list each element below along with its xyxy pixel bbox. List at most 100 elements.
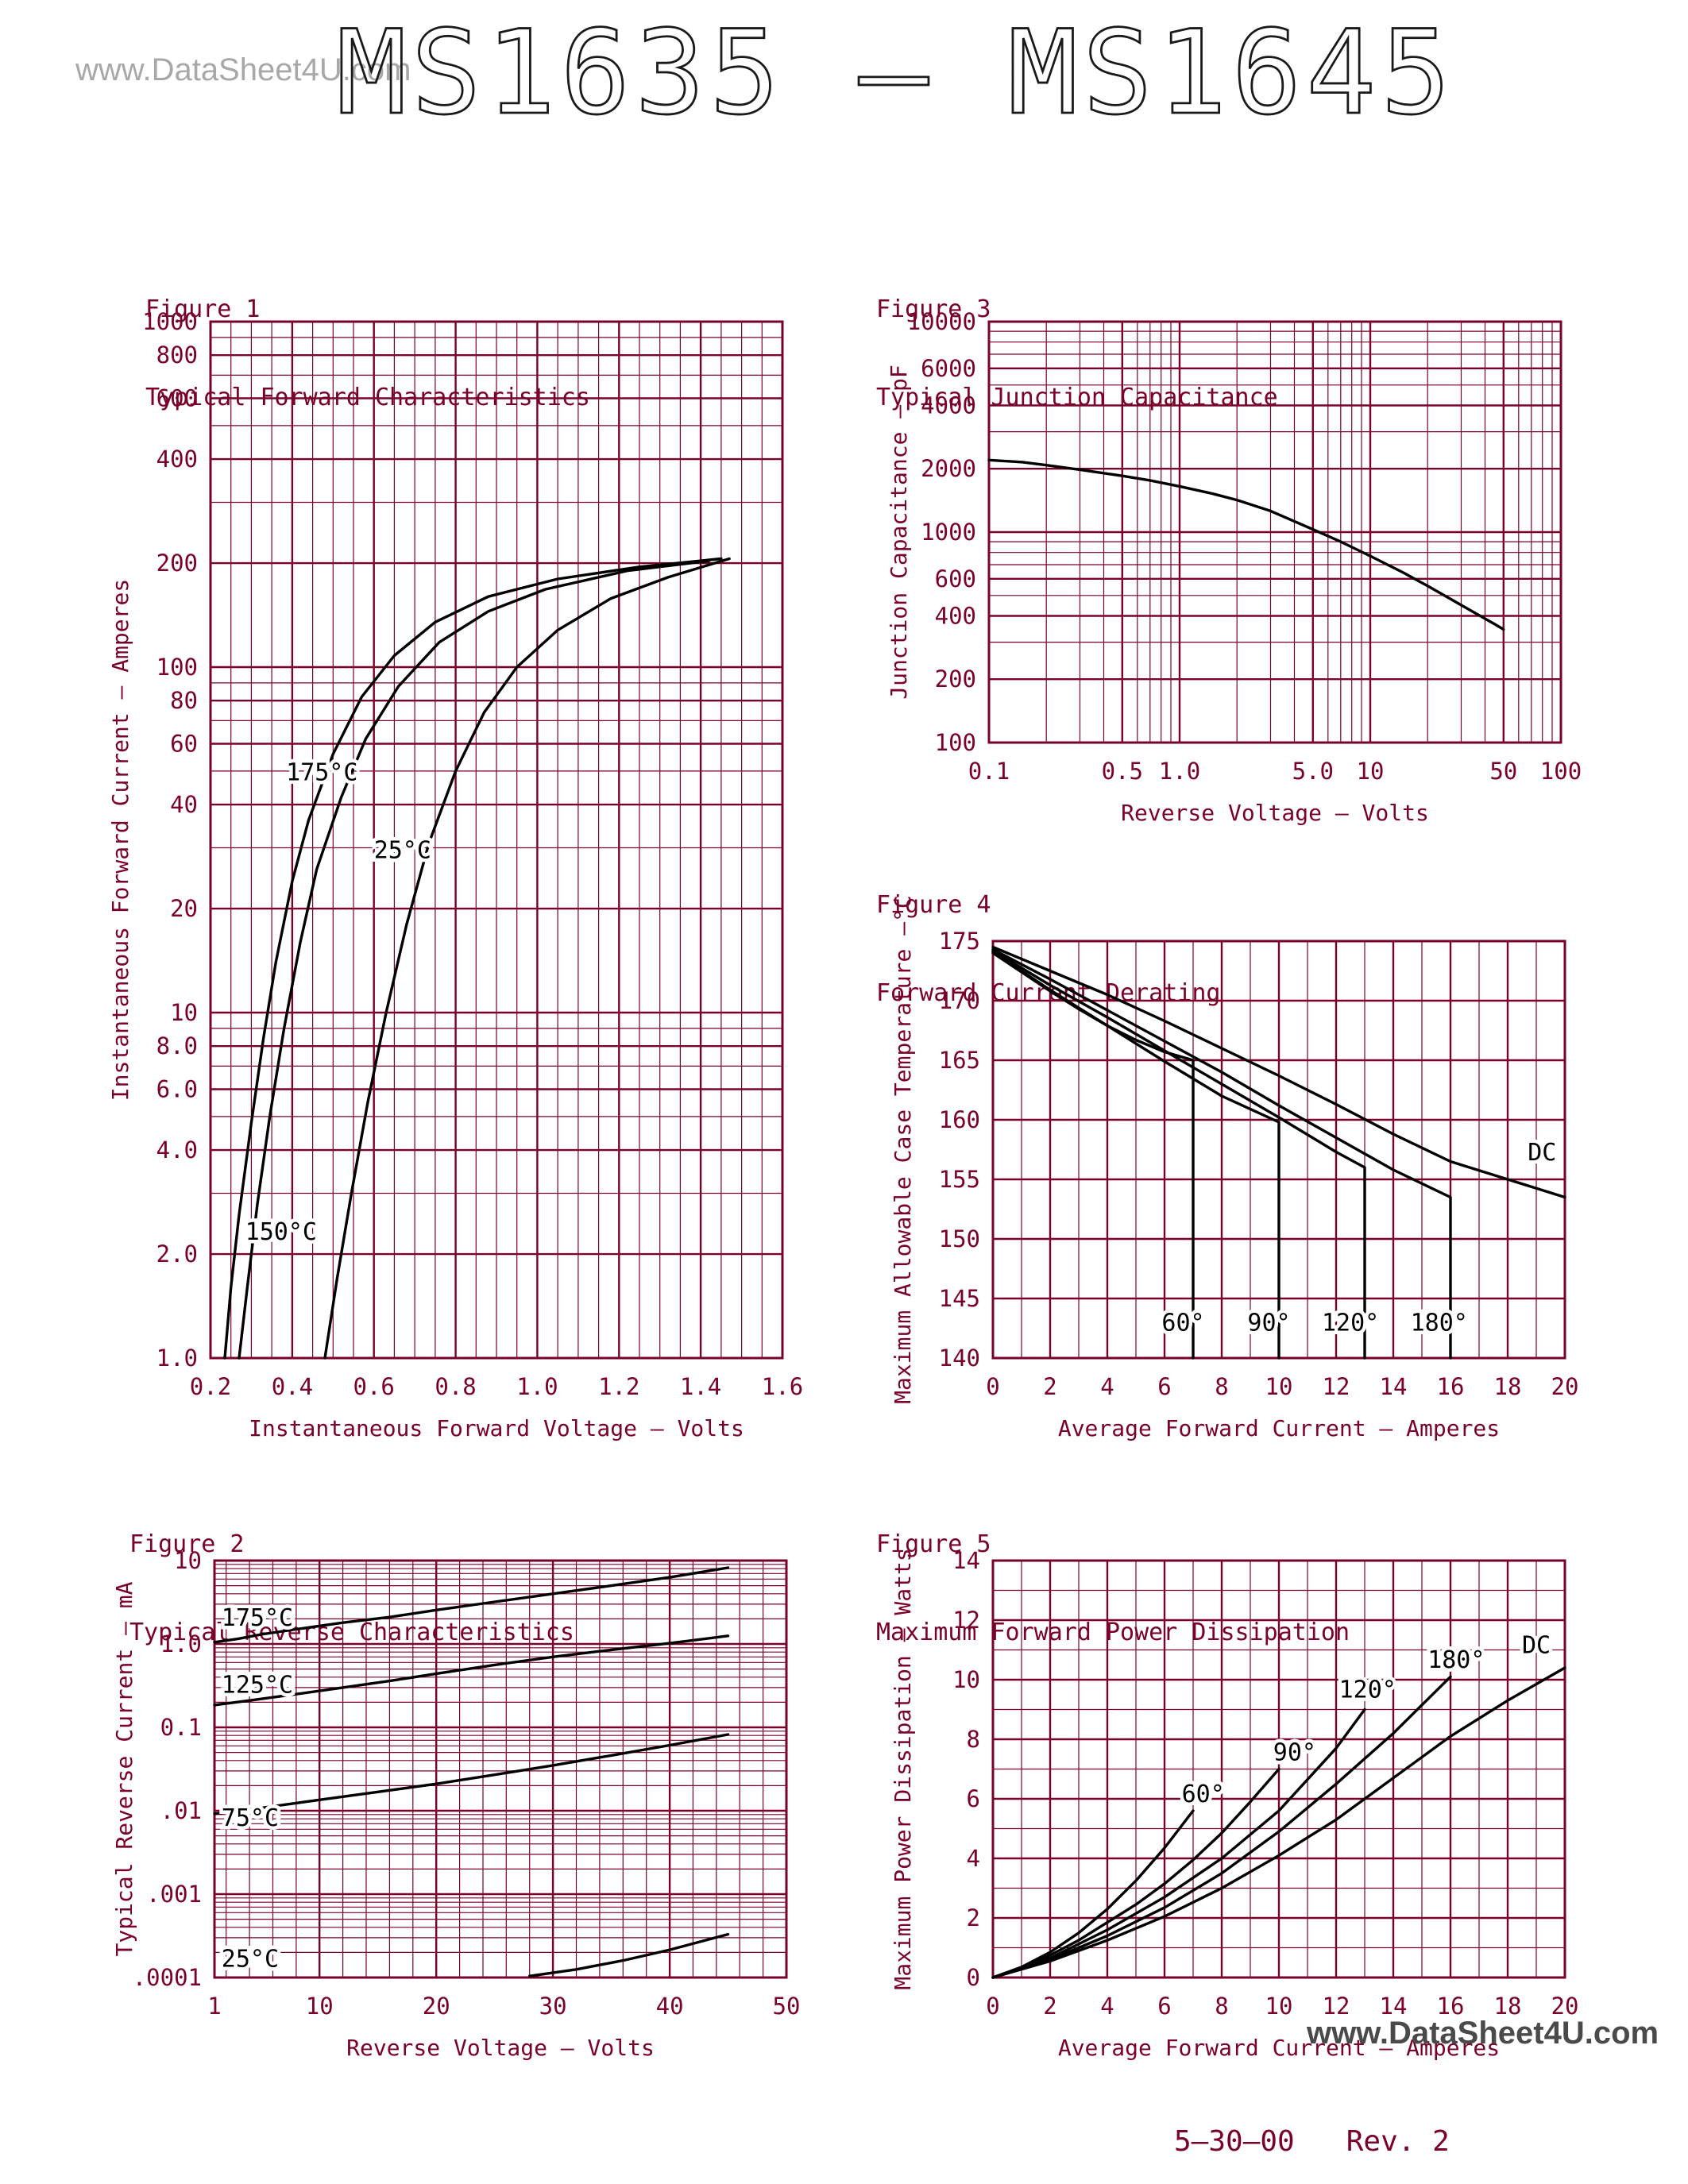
x-tick-label: 0.6 <box>353 1373 395 1400</box>
series-curve <box>991 947 1452 1360</box>
figure-2-chart: 1 10 20 30 40 50 10 1.0 0.1 .01 .001 .0001 Reverse V… <box>111 1547 800 2061</box>
x-tick-label: 50 <box>1489 758 1517 785</box>
y-tick-label: 12 <box>952 1607 980 1634</box>
y-axis-title: Instantaneous Forward Current — Amperes <box>107 579 133 1101</box>
series-label: 175°C <box>286 759 357 787</box>
x-tick-label: 8 <box>1215 1373 1228 1400</box>
y-tick-label: 8 <box>967 1726 980 1753</box>
x-tick-label: 1.6 <box>762 1373 803 1400</box>
figure-3-label: Figure 3 <box>876 295 991 323</box>
x-tick-label: 0 <box>986 1373 999 1400</box>
series-curve <box>213 1733 730 1815</box>
x-tick-label: 10 <box>306 1993 334 2020</box>
y-tick-label: 155 <box>939 1166 980 1193</box>
y-tick-label: 20 <box>170 895 198 922</box>
x-tick-label: 20 <box>423 1993 450 2020</box>
series-curve <box>323 557 731 1360</box>
series-label: 180° <box>1427 1646 1485 1674</box>
x-tick-label: 4 <box>1100 1373 1114 1400</box>
y-axis-title: Maximum Allowable Case Temperature —°C <box>890 895 916 1404</box>
x-tick-label: 10 <box>1265 1373 1293 1400</box>
x-tick-label: 12 <box>1323 1373 1350 1400</box>
x-tick-label: 18 <box>1494 1993 1522 2020</box>
y-tick-label: 170 <box>939 987 980 1014</box>
x-tick-label: 40 <box>656 1993 684 2020</box>
x-axis-title: Instantaneous Forward Voltage — Volts <box>249 1415 744 1441</box>
series-curve <box>991 1707 1366 1979</box>
x-tick-label: 0 <box>986 1993 999 2020</box>
x-tick-label: 14 <box>1380 1373 1408 1400</box>
plot-area: 0 2 4 6 8 10 12 14 16 18 20 140 145 150 155 160 165 170 17… <box>890 895 1578 1441</box>
x-tick-label: 10 <box>1265 1993 1293 2020</box>
y-tick-label: 10 <box>174 1547 202 1574</box>
series-curve <box>991 1666 1566 1979</box>
y-tick-label: 6000 <box>921 355 976 382</box>
watermark-bottom: www.DataSheet4U.com <box>1307 2016 1659 2051</box>
y-tick-label: 165 <box>939 1047 980 1074</box>
x-tick-label: 0.2 <box>190 1373 231 1400</box>
series-label: 25°C <box>374 837 431 865</box>
x-tick-label: 2 <box>1043 1373 1056 1400</box>
x-tick-label: 8 <box>1215 1993 1228 2020</box>
x-tick-label: 18 <box>1494 1373 1522 1400</box>
series-curve <box>991 945 1566 1199</box>
figure-2-heading: Figure 2 Typical Reverse Characteristics <box>129 1471 574 1706</box>
y-tick-label: 8.0 <box>156 1032 198 1059</box>
plot-area: 1 10 20 30 40 50 10 1.0 0.1 .01 .001 .0001 Reverse V… <box>111 1547 800 2061</box>
series-curve <box>987 458 1505 631</box>
series-label: 120° <box>1339 1677 1396 1704</box>
y-tick-label: 160 <box>939 1106 980 1133</box>
x-tick-label: 1.4 <box>680 1373 721 1400</box>
series-curve <box>223 557 723 1360</box>
x-tick-label: 0.5 <box>1102 758 1143 785</box>
y-tick-label: 175 <box>939 928 980 955</box>
y-tick-label: 6.0 <box>156 1076 198 1103</box>
x-axis-title: Reverse Voltage — Volts <box>346 2035 655 2061</box>
revision-note: 5–30–00 Rev. 2 <box>1174 2125 1450 2158</box>
series-curve <box>991 951 1195 1360</box>
x-tick-label: 0.4 <box>272 1373 313 1400</box>
figure-3-chart: 0.1 0.5 1.0 5.0 10 50 100 10000 6000 4000 2000 1000… <box>886 308 1582 826</box>
series-label: 180° <box>1411 1310 1468 1337</box>
y-tick-label: 1.0 <box>160 1630 202 1657</box>
figure-3-title: Typical Junction Capacitance <box>876 384 1278 411</box>
figure-5-chart: 0 2 4 6 8 10 12 14 16 18 20 0 2 4 6 8 10 12 14 Average Forw… <box>890 1547 1578 2061</box>
x-tick-label: 1.0 <box>1159 758 1200 785</box>
y-tick-label: 10 <box>170 999 198 1026</box>
y-tick-label: 1.0 <box>156 1345 198 1372</box>
figure-1-label: Figure 1 <box>145 295 261 323</box>
y-tick-label: 1000 <box>921 519 976 546</box>
x-axis-title: Reverse Voltage — Volts <box>1121 800 1429 826</box>
y-tick-label: 100 <box>935 729 976 756</box>
y-tick-label: 0 <box>967 1964 980 1991</box>
y-tick-label: 10000 <box>907 308 976 335</box>
series-label: 120° <box>1322 1310 1379 1337</box>
y-axis-title: Junction Capacitance — pF <box>886 365 912 699</box>
x-tick-label: 50 <box>773 1993 801 2020</box>
y-tick-label: 600 <box>156 385 198 412</box>
y-tick-label: 800 <box>156 341 198 369</box>
series-label: 90° <box>1247 1310 1290 1337</box>
y-tick-label: 200 <box>156 550 198 577</box>
y-tick-label: 1000 <box>142 308 198 335</box>
y-tick-label: 145 <box>939 1285 980 1312</box>
plot-border <box>213 1559 788 1979</box>
plot-area: 0.2 0.4 0.6 0.8 1.0 1.2 1.4 1.6 1000 800 600 400 200… <box>107 308 803 1441</box>
y-tick-label: 2.0 <box>156 1241 198 1268</box>
series-curve <box>991 1675 1452 1979</box>
page-title: MS1635 — MS1645 <box>335 5 1451 142</box>
x-tick-label: 0.1 <box>968 758 1010 785</box>
y-tick-label: 4.0 <box>156 1136 198 1163</box>
x-tick-label: 4 <box>1100 1993 1114 2020</box>
figure-5-title: Maximum Forward Power Dissipation <box>876 1619 1350 1646</box>
x-tick-label: 20 <box>1551 1373 1579 1400</box>
y-tick-label: 4 <box>967 1845 980 1872</box>
x-tick-label: 6 <box>1157 1993 1171 2020</box>
x-tick-label: 1.0 <box>516 1373 558 1400</box>
series-curve <box>991 1767 1280 1979</box>
y-tick-label: 14 <box>952 1547 980 1574</box>
series-curve <box>213 1634 730 1707</box>
plot-border <box>209 320 784 1360</box>
y-tick-label: 80 <box>170 687 198 714</box>
y-tick-label: 0.1 <box>160 1714 202 1741</box>
